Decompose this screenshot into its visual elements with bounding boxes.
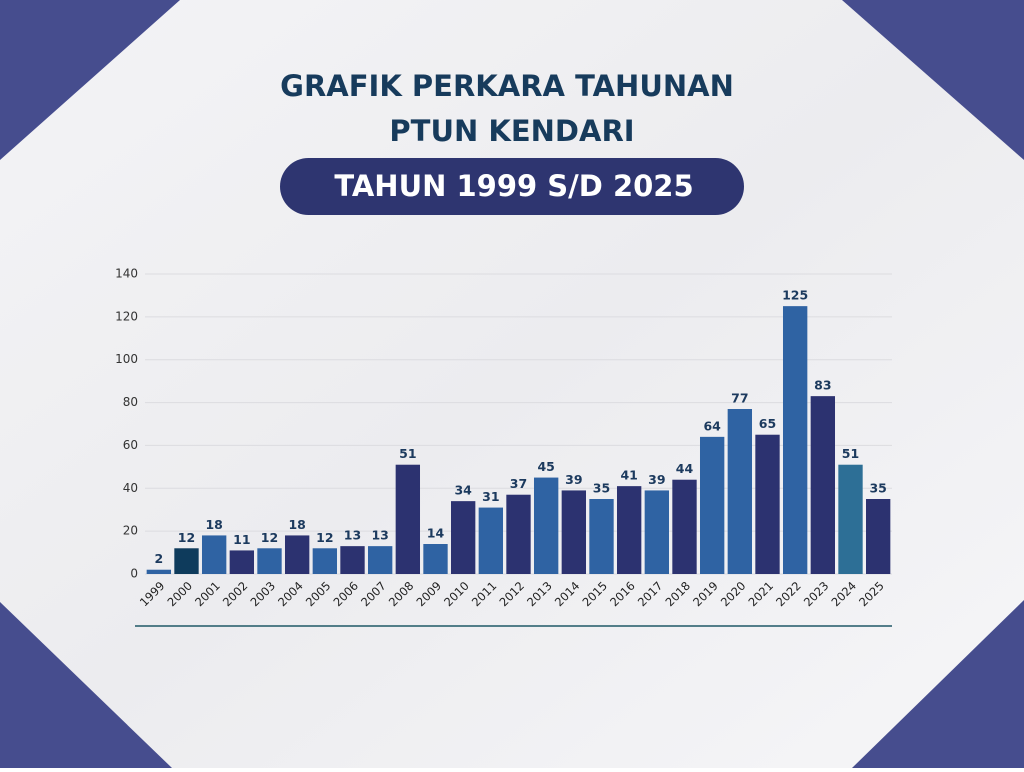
data-label: 11 — [233, 532, 250, 547]
data-label: 31 — [482, 489, 499, 504]
bar — [589, 499, 614, 574]
corner-decoration — [842, 0, 1024, 160]
data-label: 18 — [288, 517, 305, 532]
data-label: 35 — [593, 481, 610, 496]
y-tick-label: 80 — [123, 395, 138, 409]
bar — [284, 535, 310, 574]
data-label: 12 — [316, 530, 333, 545]
period-pill — [280, 158, 744, 215]
corner-decoration — [852, 600, 1024, 768]
bar — [367, 546, 393, 574]
data-label: 2 — [154, 551, 163, 566]
data-label: 18 — [205, 517, 222, 532]
data-label: 77 — [731, 391, 748, 406]
data-label: 44 — [676, 461, 694, 476]
data-label: 14 — [427, 526, 445, 541]
bar — [506, 494, 531, 574]
data-label: 13 — [371, 528, 388, 543]
data-label: 13 — [344, 528, 361, 543]
data-label: 51 — [399, 446, 416, 461]
data-label: 64 — [703, 418, 721, 433]
bar — [727, 409, 753, 574]
data-label: 39 — [565, 472, 582, 487]
data-label: 51 — [842, 446, 859, 461]
period-label: TAHUN 1999 S/D 2025 — [334, 169, 693, 203]
bar — [699, 436, 725, 574]
y-tick-label: 140 — [115, 267, 138, 281]
data-label: 12 — [261, 530, 278, 545]
corner-decoration — [0, 602, 172, 768]
data-label: 37 — [510, 476, 527, 491]
chart-subtitle: PTUN KENDARI — [389, 114, 634, 148]
chart-title: GRAFIK PERKARA TAHUNAN — [280, 69, 734, 103]
bar — [782, 306, 808, 574]
bar — [174, 548, 199, 574]
corner-decoration — [0, 0, 180, 160]
bar — [478, 507, 504, 574]
bar — [340, 546, 365, 574]
y-tick-label: 60 — [123, 438, 138, 452]
data-label: 41 — [620, 468, 637, 483]
data-label: 39 — [648, 472, 665, 487]
bar — [395, 464, 421, 574]
y-tick-label: 0 — [130, 567, 138, 581]
bar — [865, 499, 891, 574]
y-tick-label: 20 — [123, 524, 138, 538]
data-label: 34 — [454, 483, 472, 498]
bar — [755, 434, 780, 574]
bar — [257, 548, 282, 574]
data-label: 45 — [537, 459, 554, 474]
bar — [644, 490, 670, 574]
bar — [423, 544, 448, 574]
y-tick-label: 40 — [123, 481, 138, 495]
bar — [533, 477, 559, 574]
bar — [810, 396, 836, 574]
data-label: 125 — [782, 288, 808, 303]
bar — [229, 550, 255, 574]
bar — [450, 501, 476, 574]
bar — [201, 535, 227, 574]
bar — [672, 479, 697, 574]
bar — [146, 569, 172, 574]
bar — [312, 548, 338, 574]
data-label: 35 — [869, 481, 886, 496]
data-label: 12 — [178, 530, 195, 545]
bar — [616, 486, 642, 574]
bar — [561, 490, 587, 574]
data-label: 65 — [759, 416, 776, 431]
y-tick-label: 120 — [115, 309, 138, 323]
y-tick-label: 100 — [115, 352, 138, 366]
data-label: 83 — [814, 378, 831, 393]
bar — [838, 464, 863, 574]
